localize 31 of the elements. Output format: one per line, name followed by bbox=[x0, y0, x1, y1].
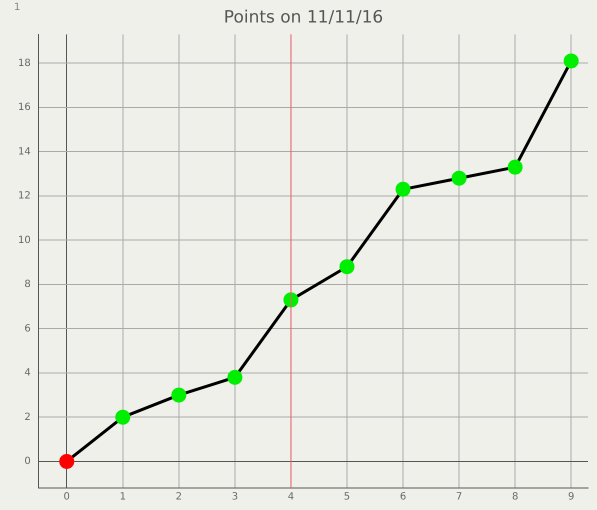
point bbox=[115, 410, 130, 425]
point bbox=[59, 454, 74, 469]
y-tick-label: 18 bbox=[18, 58, 31, 69]
y-tick-label: 14 bbox=[18, 146, 31, 158]
point bbox=[452, 170, 467, 186]
x-tick-label: 7 bbox=[456, 492, 462, 503]
x-tick-label: 0 bbox=[64, 492, 70, 503]
point bbox=[171, 388, 186, 403]
x-tick-label: 2 bbox=[176, 492, 182, 503]
y-tick-label: 6 bbox=[24, 323, 31, 334]
point bbox=[339, 259, 354, 274]
x-tick-label: 4 bbox=[288, 492, 294, 503]
x-tick-label: 9 bbox=[568, 492, 574, 503]
y-tick-label: 0 bbox=[24, 456, 31, 468]
y-tick-label: 10 bbox=[18, 234, 31, 246]
x-tick-label: 5 bbox=[344, 492, 350, 503]
y-tick-label: 12 bbox=[18, 190, 31, 202]
x-tick-label: 6 bbox=[400, 492, 406, 503]
x-tick-label: 1 bbox=[120, 492, 126, 503]
text: 1 bbox=[14, 2, 20, 13]
point bbox=[396, 182, 411, 197]
y-tick-label: 8 bbox=[24, 279, 31, 290]
chart-title: Points on 11/11/16 bbox=[224, 8, 384, 28]
y-tick-label: 2 bbox=[24, 412, 31, 423]
point bbox=[564, 53, 579, 68]
point bbox=[227, 370, 242, 385]
y-tick-label: 16 bbox=[18, 102, 31, 114]
point bbox=[508, 160, 523, 175]
x-tick-label: 3 bbox=[232, 492, 238, 503]
y-tick-label: 4 bbox=[24, 368, 31, 379]
x-tick-label: 8 bbox=[512, 492, 518, 503]
